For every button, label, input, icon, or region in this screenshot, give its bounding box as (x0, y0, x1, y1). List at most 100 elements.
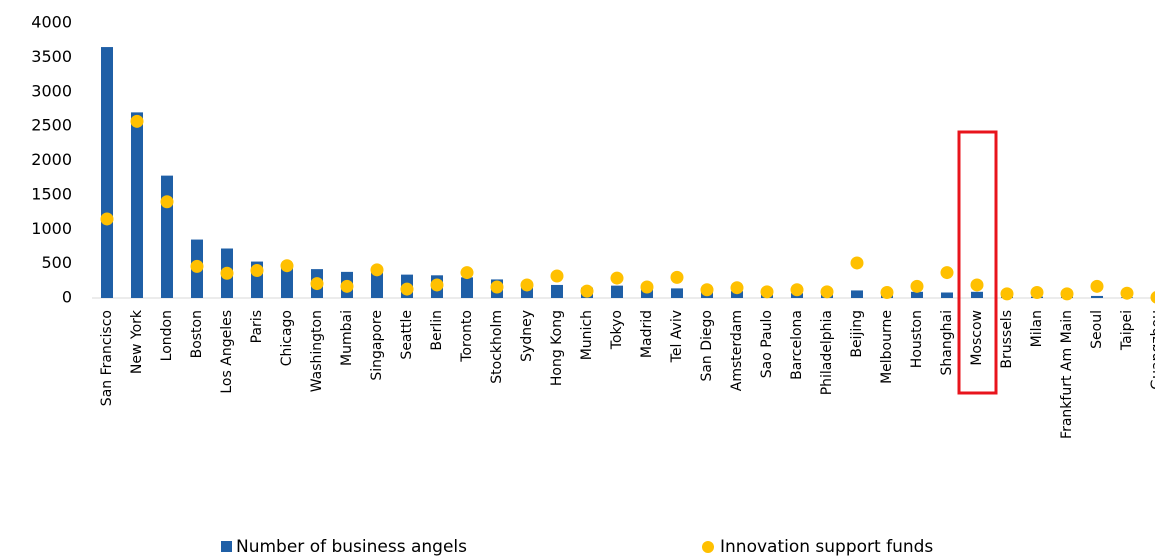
y-tick-label: 3500 (31, 47, 72, 66)
x-tick-label: Seattle (399, 310, 415, 360)
dot (1060, 287, 1074, 301)
dot (640, 280, 654, 294)
x-tick-label: London (159, 310, 175, 361)
bar (941, 292, 953, 298)
bar (161, 175, 173, 298)
x-tick-label: New York (129, 309, 145, 374)
x-tick-label: San Diego (699, 310, 715, 382)
dot (340, 279, 354, 293)
bar (461, 277, 473, 298)
dot (1090, 279, 1104, 293)
x-tick-label: Los Angeles (219, 310, 235, 394)
dot (880, 286, 894, 299)
highlight-box (957, 130, 998, 395)
dot (550, 269, 564, 283)
x-tick-label: Singapore (369, 310, 385, 381)
dot (580, 284, 594, 298)
dot (310, 277, 324, 291)
dot (1030, 286, 1044, 299)
x-tick-label: Berlin (429, 310, 445, 351)
legend-label: Innovation support funds (720, 537, 934, 557)
x-tick-label: Moscow (969, 310, 985, 366)
bar (281, 265, 293, 298)
dot (100, 212, 114, 226)
x-tick-label: Tokyo (609, 310, 625, 350)
y-tick-label: 2500 (31, 116, 72, 135)
x-tick-label: Amsterdam (729, 310, 745, 391)
dot (130, 114, 144, 128)
dot (610, 271, 624, 285)
x-tick-label: Chicago (279, 310, 295, 366)
bar (731, 291, 743, 298)
dot (730, 281, 744, 295)
x-tick-label: Madrid (639, 310, 655, 358)
dot (280, 259, 294, 273)
dot (460, 266, 474, 280)
bar (971, 291, 983, 298)
dot (400, 282, 414, 296)
bar (131, 112, 143, 298)
y-tick-label: 3000 (31, 81, 72, 100)
x-tick-label: Boston (189, 310, 205, 358)
x-tick-label: Hong Kong (549, 310, 565, 386)
bar (1091, 295, 1103, 298)
bar (911, 291, 923, 298)
bar (551, 284, 563, 298)
legend-swatch (702, 541, 714, 553)
x-tick-label: Melbourne (879, 310, 895, 384)
x-tick-label: Munich (579, 310, 595, 360)
dot (490, 280, 504, 294)
dot (430, 278, 444, 292)
dot (520, 278, 534, 292)
dot (820, 285, 834, 299)
dot (1150, 291, 1155, 304)
dot (970, 278, 984, 292)
x-tick-label: Beijing (849, 310, 865, 358)
x-tick-label: Milan (1029, 310, 1045, 347)
x-tick-label: Sydney (519, 310, 535, 362)
bar (101, 47, 113, 298)
x-tick-label: Shanghai (939, 310, 955, 375)
dot (910, 279, 924, 293)
x-tick-label: Seoul (1089, 310, 1105, 349)
y-tick-label: 500 (41, 253, 72, 272)
x-tick-label: Washington (309, 310, 325, 392)
y-tick-label: 1000 (31, 219, 72, 238)
x-tick-label: Paris (249, 310, 265, 343)
x-tick-label: Tel Aviv (669, 310, 685, 363)
x-tick-label: Toronto (459, 310, 475, 363)
dot (700, 283, 714, 297)
dot (190, 259, 204, 273)
x-tick-label: Houston (909, 310, 925, 368)
x-tick-label: Brussels (999, 310, 1015, 369)
x-tick-label: Philadelphia (819, 310, 835, 395)
dot (850, 256, 864, 270)
x-tick-label: Taipei (1119, 310, 1135, 351)
y-tick-label: 2000 (31, 150, 72, 169)
y-tick-label: 1500 (31, 184, 72, 203)
x-tick-label: Frankfurt Am Main (1059, 310, 1075, 439)
x-tick-label: San Francisco (99, 310, 115, 406)
y-tick-label: 4000 (31, 13, 72, 32)
dot (160, 195, 174, 209)
dot (1000, 287, 1014, 301)
y-tick-label: 0 (62, 288, 72, 307)
x-tick-label: Guangzhou (1149, 310, 1155, 390)
legend-swatch (221, 541, 232, 552)
dot (1120, 286, 1134, 300)
x-tick-label: Mumbai (339, 310, 355, 366)
dot (790, 283, 804, 297)
bar (611, 285, 623, 298)
dot (670, 270, 684, 284)
legend-label: Number of business angels (236, 537, 468, 557)
bar (851, 290, 863, 298)
dot (250, 264, 264, 277)
dot (220, 266, 234, 280)
x-tick-label: Barcelona (789, 310, 805, 380)
bar (371, 272, 383, 298)
dot (760, 285, 774, 299)
x-tick-label: Stockholm (489, 310, 505, 384)
dot (370, 263, 384, 277)
